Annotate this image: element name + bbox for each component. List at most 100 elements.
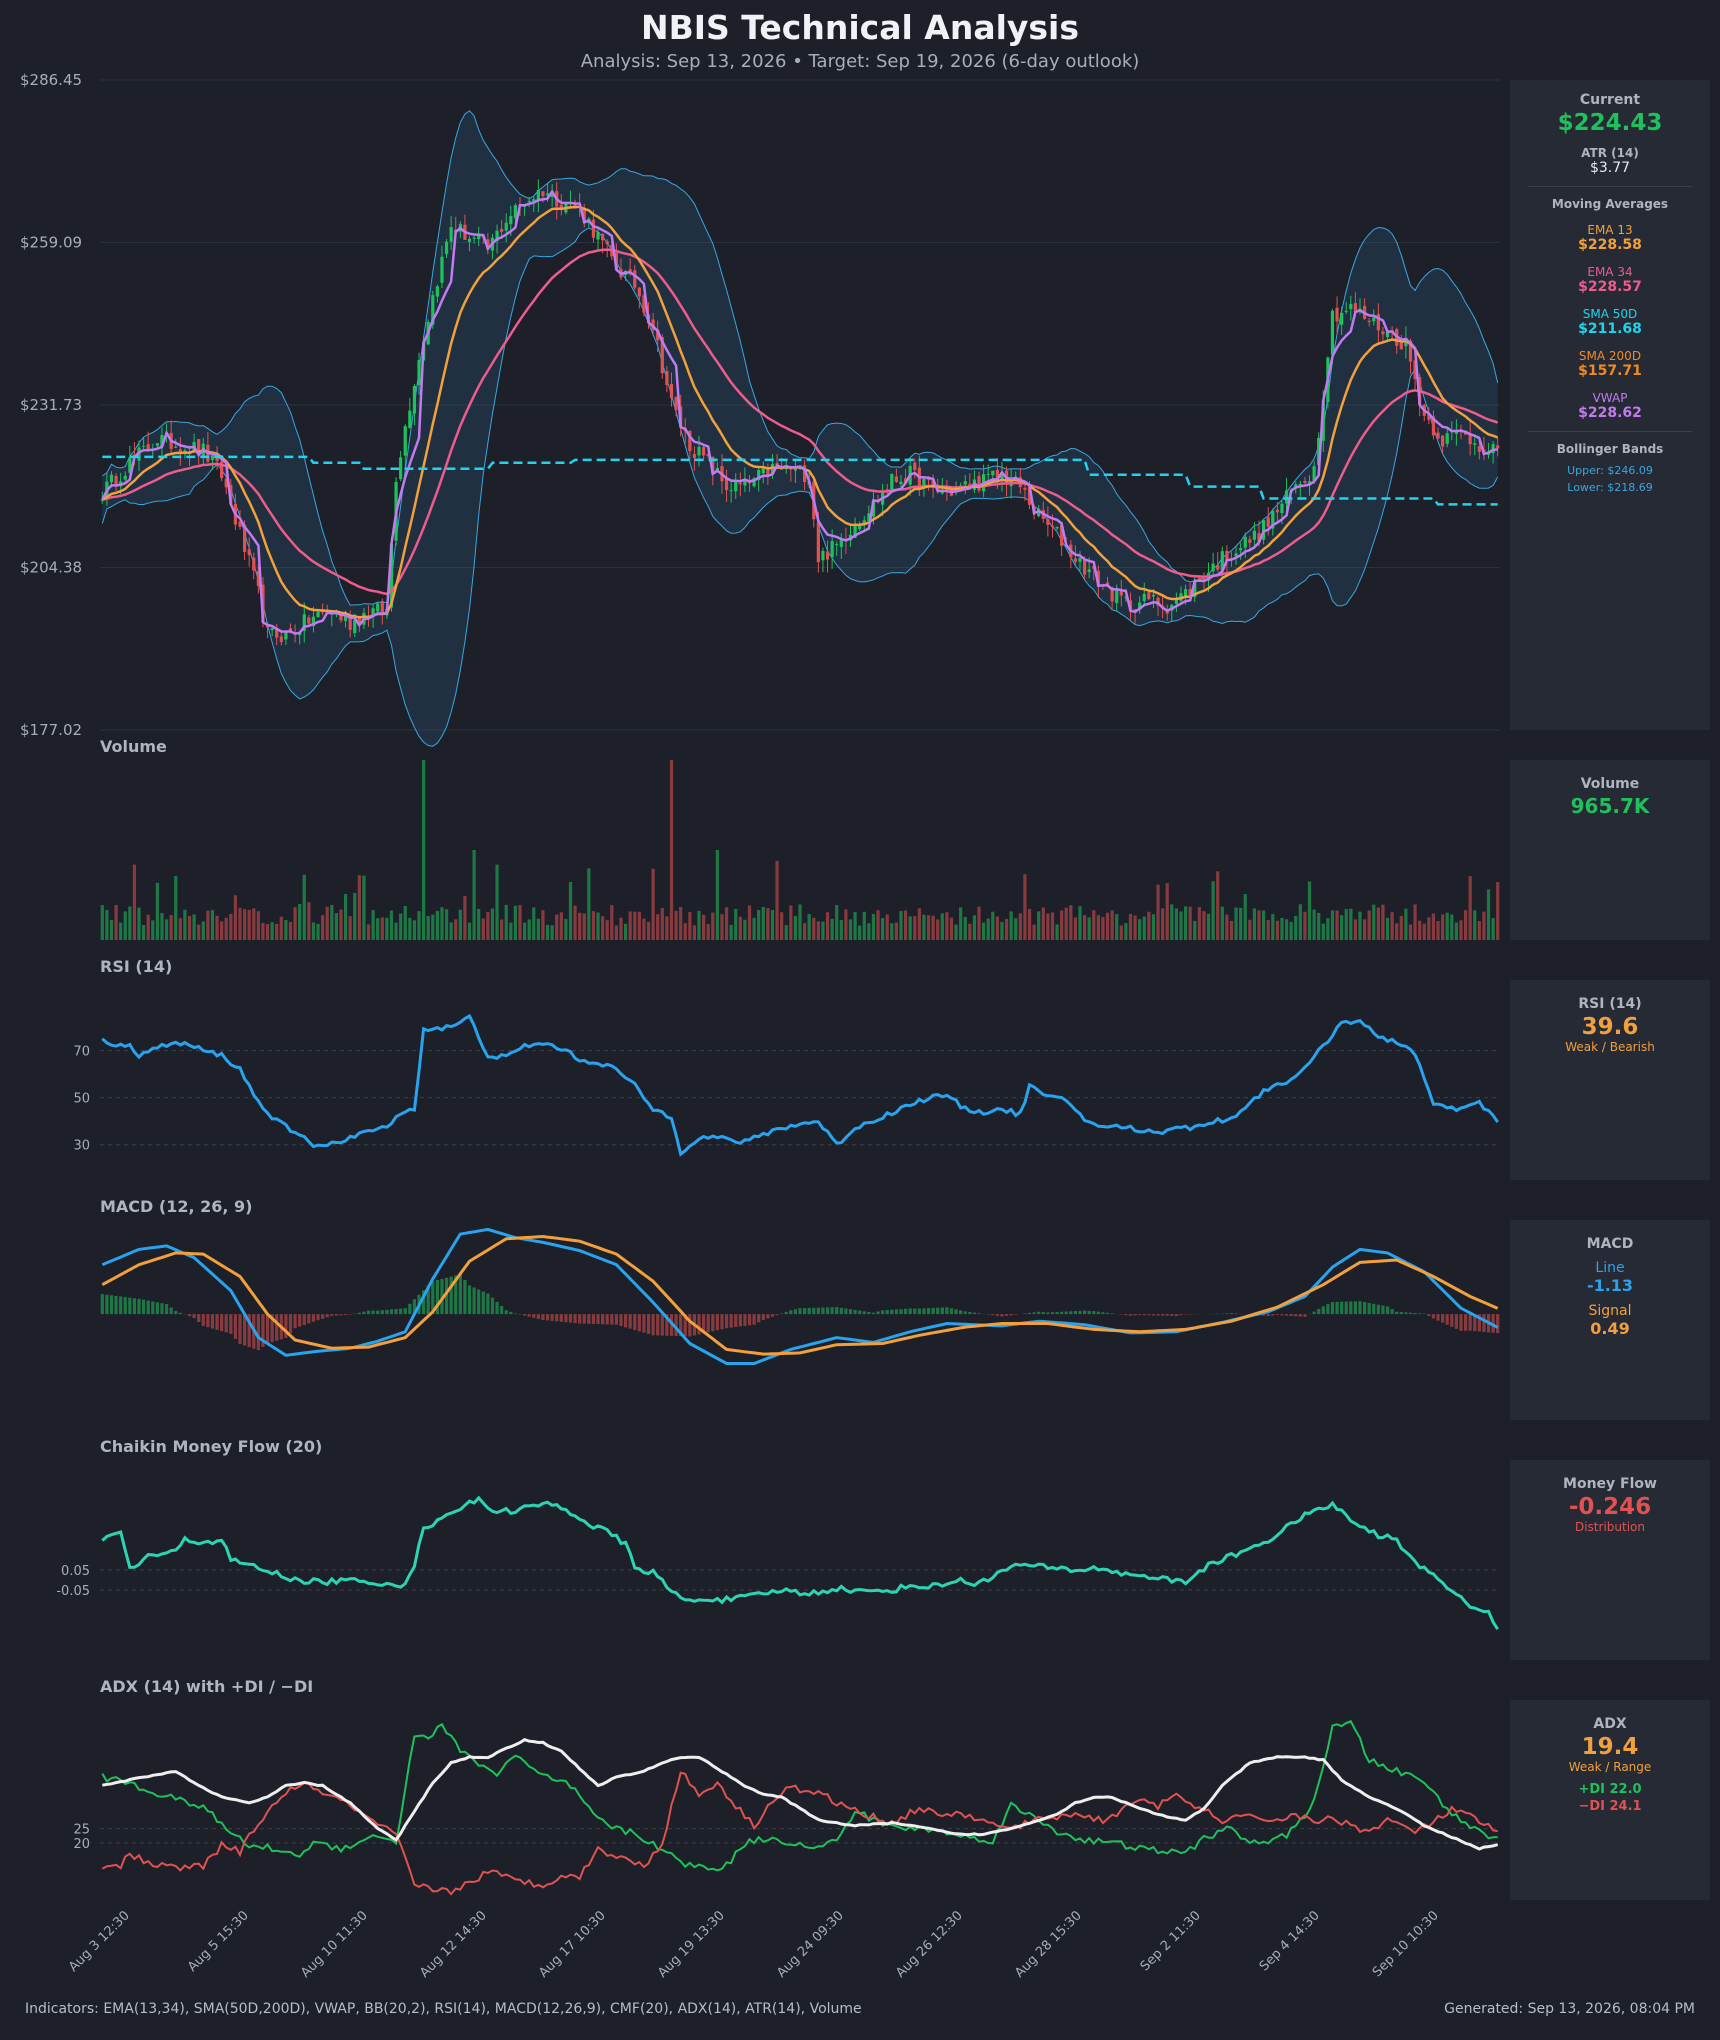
macd-histogram-bar [210, 1314, 215, 1329]
volume-bar [265, 924, 270, 940]
volume-bar [463, 895, 467, 940]
volume-bar [1422, 923, 1426, 940]
candle-body [835, 544, 839, 546]
macd-histogram-bar [132, 1298, 137, 1315]
volume-bar [1183, 906, 1188, 940]
volume-bar [972, 915, 977, 940]
ema13-label: EMA 13 [1587, 223, 1633, 237]
volume-bar [1174, 908, 1178, 940]
volume-bar [307, 902, 311, 940]
macd-histogram-bar [187, 1314, 192, 1317]
macd-histogram-bar [789, 1310, 793, 1315]
volume-bar [1193, 921, 1197, 940]
volume-bar [706, 924, 710, 940]
volume-bar [119, 922, 123, 940]
volume-info-panel: Volume 965.7K [1510, 760, 1710, 940]
macd-histogram-bar [389, 1309, 394, 1315]
volume-bar [151, 920, 155, 940]
macd-histogram-bar [1151, 1314, 1156, 1316]
sma50-line [102, 455, 1498, 506]
macd-histogram-bar [1041, 1312, 1045, 1315]
volume-bar [573, 905, 577, 940]
macd-histogram-bar [605, 1314, 609, 1325]
macd-histogram-bar [770, 1314, 775, 1317]
volume-bar [132, 864, 137, 940]
volume-bar [1064, 907, 1068, 940]
macd-histogram-bar [1234, 1313, 1238, 1315]
candle-body [628, 269, 632, 272]
candle-body [1225, 550, 1229, 561]
bollinger-lower-line [101, 227, 1499, 747]
volume-bar [426, 915, 430, 940]
volume-bar [1082, 915, 1087, 940]
volume-bar [669, 760, 674, 940]
macd-histogram-bar [233, 1314, 238, 1339]
volume-bar [582, 913, 586, 940]
current-info-panel: Current $224.43 ATR (14) $3.77 Moving Av… [1510, 80, 1710, 730]
candle-body [1234, 553, 1238, 557]
macd-histogram-bar [1395, 1311, 1399, 1315]
macd-histogram-bar [665, 1314, 669, 1336]
volume-bar [1041, 907, 1045, 940]
volume-bar [1239, 907, 1243, 940]
macd-histogram-bar [298, 1314, 302, 1327]
volume-bar [899, 911, 903, 940]
macd-histogram-bar [1004, 1314, 1009, 1316]
volume-bar [1298, 904, 1302, 940]
macd-histogram-bar [1138, 1314, 1142, 1316]
macd-histogram-bar [1037, 1311, 1041, 1315]
volume-bar [752, 917, 756, 940]
volume-bar [1018, 913, 1022, 940]
vwap-line [101, 189, 1498, 636]
candle-body [656, 329, 660, 341]
bollinger-upper-line [102, 110, 1499, 606]
macd-histogram-bar [761, 1314, 765, 1320]
candle-body [1202, 577, 1206, 582]
volume-bar [486, 911, 490, 940]
candle-body [279, 636, 283, 643]
volume-bar [440, 907, 444, 940]
macd-histogram-group [100, 1274, 1500, 1351]
volume-bar [1482, 911, 1486, 940]
volume-bar [284, 920, 288, 940]
macd-histogram-bar [1142, 1314, 1146, 1316]
volume-bar [1128, 913, 1133, 940]
candle-body [1115, 588, 1119, 603]
candle-body [536, 190, 540, 201]
volume-bar [518, 905, 522, 940]
macd-histogram-bar [1179, 1314, 1183, 1316]
volume-bar [1404, 908, 1408, 940]
volume-bar [109, 919, 114, 940]
macd-histogram-bar [936, 1307, 940, 1315]
macd-histogram-bar [1473, 1314, 1477, 1332]
volume-bar [807, 914, 811, 940]
macd-histogram-bar [825, 1307, 830, 1315]
macd-histogram-bar [917, 1308, 921, 1315]
macd-histogram-bar [610, 1314, 614, 1325]
candle-body [412, 385, 417, 414]
volume-bar [1385, 917, 1390, 940]
volume-bar [1165, 883, 1169, 940]
volume-bar [646, 921, 651, 940]
candle-body [339, 613, 343, 621]
candle-body [1055, 527, 1059, 529]
macd-histogram-bar [178, 1312, 182, 1315]
macd-histogram-bar [1496, 1314, 1500, 1334]
candle-body [242, 524, 247, 552]
volume-bar [1294, 915, 1298, 940]
candle-body [500, 228, 504, 232]
volume-bar [830, 918, 834, 940]
macd-histogram-bar [720, 1314, 724, 1330]
candle-body [1197, 577, 1201, 581]
macd-histogram-bar [899, 1309, 903, 1315]
macd-histogram-bar [688, 1314, 692, 1337]
macd-histogram-bar [1046, 1312, 1050, 1315]
current-price: $224.43 [1557, 110, 1663, 136]
candle-body [142, 445, 146, 447]
candle-body [1312, 466, 1316, 481]
macd-histogram-bar [1312, 1311, 1316, 1315]
macd-histogram-bar [1390, 1309, 1394, 1315]
macd-histogram-bar [1454, 1314, 1458, 1329]
candle-body [467, 238, 472, 243]
volume-bar [729, 924, 733, 940]
